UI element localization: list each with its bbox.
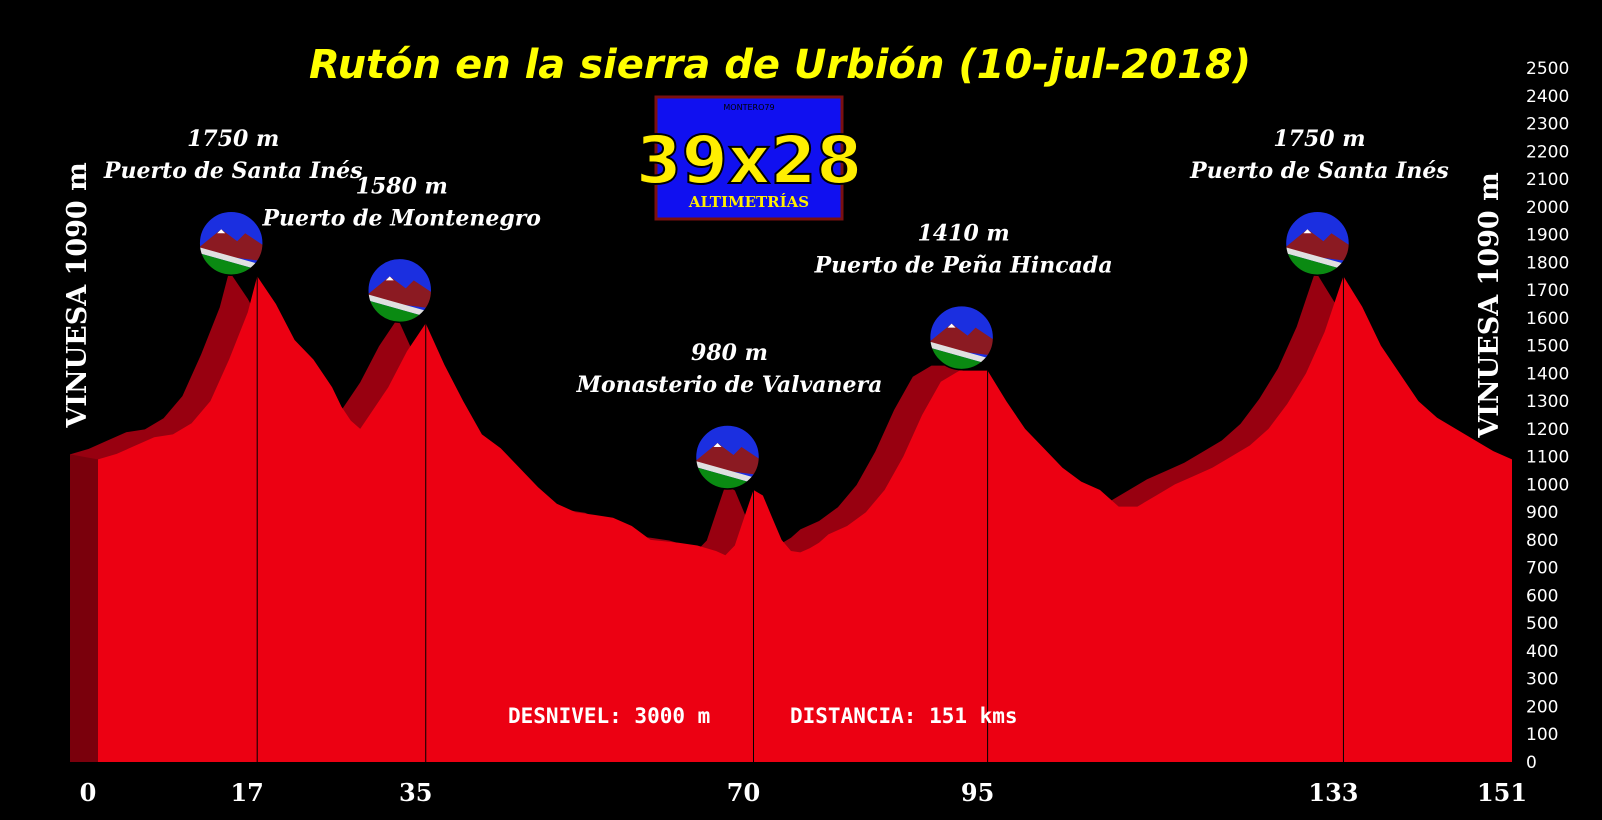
peak-name-label: Puerto de Peña Hincada (814, 253, 1113, 279)
x-tick-label: 151 (1477, 778, 1527, 807)
peak-name-label: Puerto de Montenegro (262, 205, 541, 231)
peak-name-label: Puerto de Santa Inés (1189, 158, 1449, 184)
peak-icons (198, 210, 1351, 490)
profile-side-wall (70, 454, 98, 762)
y-tick-label: 2400 (1526, 87, 1569, 107)
mountain-icon (928, 304, 995, 371)
peak-stems (256, 276, 1344, 762)
y-tick-label: 900 (1526, 503, 1558, 523)
y-tick-label: 200 (1526, 697, 1558, 717)
y-tick-label: 1100 (1526, 448, 1569, 468)
profile-layer (70, 271, 1512, 762)
x-tick-label: 35 (399, 778, 432, 807)
mountain-icon (1284, 210, 1351, 276)
end-label: VINUESA 1090 m (1474, 172, 1505, 438)
peak-name-label: Monasterio de Valvanera (576, 372, 883, 398)
mountain-icon (366, 257, 433, 324)
y-tick-label: 700 (1526, 559, 1558, 579)
logo-top-text: MONTERO79 (723, 103, 774, 112)
logo: MONTERO79 39x28 ALTIMETRÍAS (635, 95, 863, 221)
profile-area (98, 276, 1512, 762)
y-tick-label: 600 (1526, 586, 1558, 606)
y-tick-label: 1300 (1526, 392, 1569, 412)
peak-altitude-label: 1410 m (918, 221, 1010, 247)
logo-main-text: 39x28 (636, 122, 862, 199)
stat-distancia: DISTANCIA: 151 kms (790, 704, 1018, 728)
y-tick-label: 1200 (1526, 420, 1569, 440)
peak-name-label: Puerto de Santa Inés (103, 158, 363, 184)
y-tick-label: 300 (1526, 670, 1558, 690)
start-label: VINUESA 1090 m (62, 162, 93, 428)
x-tick-label: 17 (230, 778, 263, 807)
y-tick-label: 1600 (1526, 309, 1569, 329)
y-tick-label: 1800 (1526, 253, 1569, 273)
stat-desnivel: DESNIVEL: 3000 m (508, 704, 710, 728)
y-tick-label: 500 (1526, 614, 1558, 634)
chart-title: Rutón en la sierra de Urbión (10-jul-201… (309, 42, 1251, 88)
peak-altitude-label: 980 m (691, 340, 768, 366)
y-tick-label: 0 (1526, 753, 1537, 773)
y-tick-label: 1400 (1526, 364, 1569, 384)
y-tick-label: 1700 (1526, 281, 1569, 301)
y-tick-label: 2200 (1526, 142, 1569, 162)
mountain-icon (198, 210, 264, 276)
y-tick-label: 100 (1526, 725, 1558, 745)
x-tick-label: 95 (961, 778, 994, 807)
x-tick-label: 70 (727, 778, 760, 807)
y-tick-label: 2000 (1526, 198, 1569, 218)
y-tick-label: 2300 (1526, 115, 1569, 135)
y-tick-label: 1000 (1526, 475, 1569, 495)
y-tick-label: 400 (1526, 642, 1558, 662)
logo-box (654, 95, 844, 221)
peak-altitude-label: 1580 m (356, 173, 448, 199)
y-tick-label: 2500 (1526, 59, 1569, 79)
axes: 0100200300400500600700800900100011001200… (80, 59, 1570, 807)
x-tick-label: 0 (80, 778, 97, 807)
y-tick-label: 2100 (1526, 170, 1569, 190)
mountain-icon (694, 424, 761, 490)
peak-altitude-label: 1750 m (187, 126, 279, 152)
logo-sub-text: ALTIMETRÍAS (688, 193, 809, 211)
peak-altitude-label: 1750 m (1273, 126, 1365, 152)
y-tick-label: 1500 (1526, 337, 1569, 357)
y-tick-label: 1900 (1526, 226, 1569, 246)
y-tick-label: 800 (1526, 531, 1558, 551)
x-tick-label: 133 (1308, 778, 1358, 807)
